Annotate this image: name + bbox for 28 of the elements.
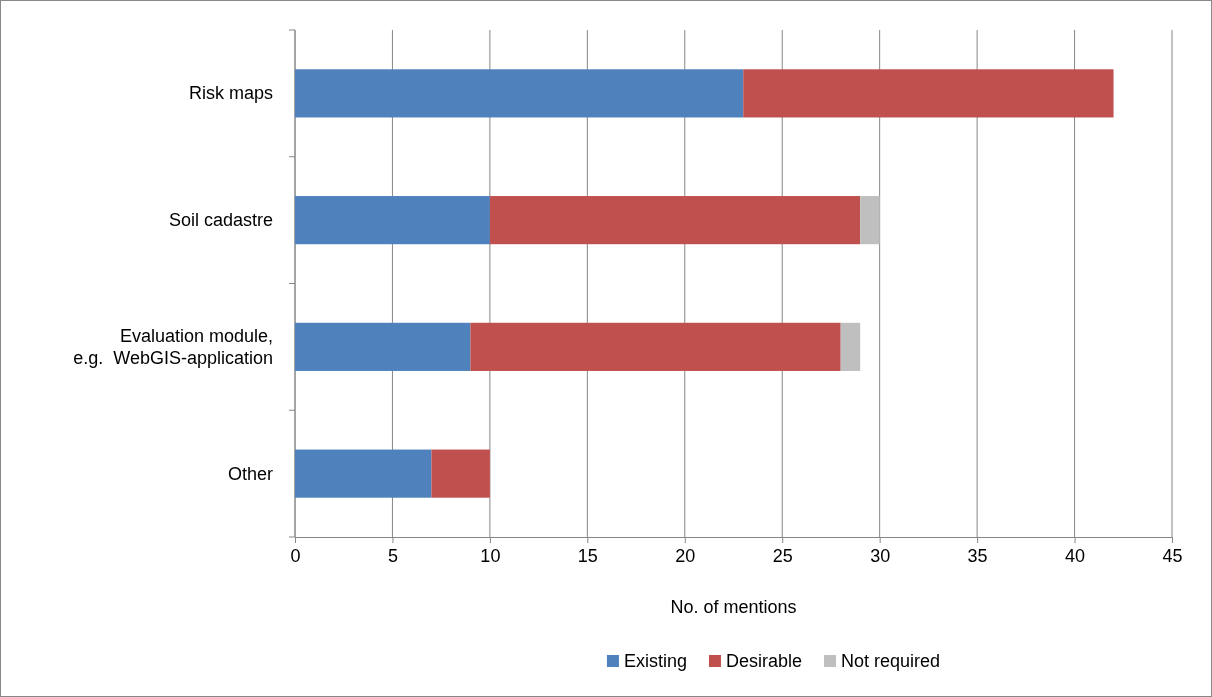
x-tick-label: 0 (290, 545, 301, 566)
y-tick-label: Soil cadastre (168, 210, 273, 231)
x-tick-label: 25 (772, 545, 793, 566)
legend-label: Desirable (725, 651, 803, 671)
bar (295, 449, 432, 498)
y-tick-label: Other (227, 463, 273, 484)
x-tick-label: 10 (480, 545, 501, 566)
legend-label: Existing (623, 651, 687, 671)
x-tick-label: 15 (577, 545, 598, 566)
bar (860, 196, 880, 245)
x-tick-label: 30 (870, 545, 891, 566)
bar (489, 196, 861, 245)
bar (470, 322, 841, 371)
x-tick-label: 20 (675, 545, 696, 566)
bar (295, 196, 490, 245)
bar (295, 69, 744, 118)
bar (431, 449, 490, 498)
x-axis-title: No. of mentions (670, 597, 797, 617)
x-tick-label: 5 (387, 545, 398, 566)
x-tick-label: 45 (1162, 545, 1183, 566)
x-tick-label: 35 (967, 545, 988, 566)
bar (743, 69, 1114, 118)
bar (295, 322, 471, 371)
y-tick-label: Evaluation module, e.g. WebGIS-application (73, 325, 273, 368)
x-tick-label: 40 (1065, 545, 1086, 566)
legend-label: Not required (841, 651, 941, 671)
bar (840, 322, 861, 371)
y-tick-label: Risk maps (188, 83, 273, 104)
